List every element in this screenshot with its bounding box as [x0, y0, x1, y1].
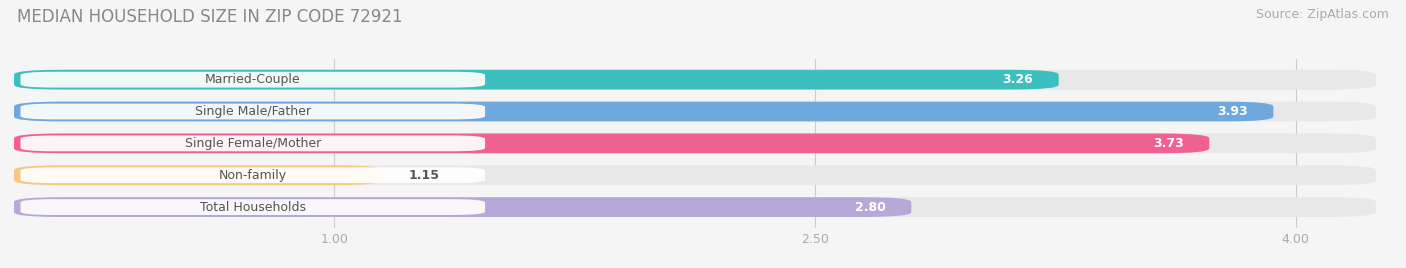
FancyBboxPatch shape	[14, 165, 382, 185]
FancyBboxPatch shape	[14, 165, 1376, 185]
Text: Single Male/Father: Single Male/Father	[195, 105, 311, 118]
FancyBboxPatch shape	[14, 70, 1376, 90]
Text: 3.93: 3.93	[1218, 105, 1247, 118]
FancyBboxPatch shape	[14, 133, 1209, 153]
Text: 1.15: 1.15	[408, 169, 439, 182]
Text: 3.26: 3.26	[1002, 73, 1033, 86]
Text: MEDIAN HOUSEHOLD SIZE IN ZIP CODE 72921: MEDIAN HOUSEHOLD SIZE IN ZIP CODE 72921	[17, 8, 402, 26]
FancyBboxPatch shape	[14, 133, 1376, 153]
Text: 3.73: 3.73	[1153, 137, 1184, 150]
Text: Married-Couple: Married-Couple	[205, 73, 301, 86]
Text: Single Female/Mother: Single Female/Mother	[184, 137, 321, 150]
FancyBboxPatch shape	[14, 102, 1274, 121]
FancyBboxPatch shape	[14, 102, 1376, 121]
FancyBboxPatch shape	[14, 197, 911, 217]
FancyBboxPatch shape	[21, 136, 485, 151]
Text: Total Households: Total Households	[200, 200, 305, 214]
FancyBboxPatch shape	[14, 70, 1059, 90]
FancyBboxPatch shape	[21, 167, 485, 183]
FancyBboxPatch shape	[21, 104, 485, 120]
Text: Non-family: Non-family	[219, 169, 287, 182]
Text: Source: ZipAtlas.com: Source: ZipAtlas.com	[1256, 8, 1389, 21]
Text: 2.80: 2.80	[855, 200, 886, 214]
FancyBboxPatch shape	[14, 197, 1376, 217]
FancyBboxPatch shape	[21, 199, 485, 215]
FancyBboxPatch shape	[21, 72, 485, 88]
